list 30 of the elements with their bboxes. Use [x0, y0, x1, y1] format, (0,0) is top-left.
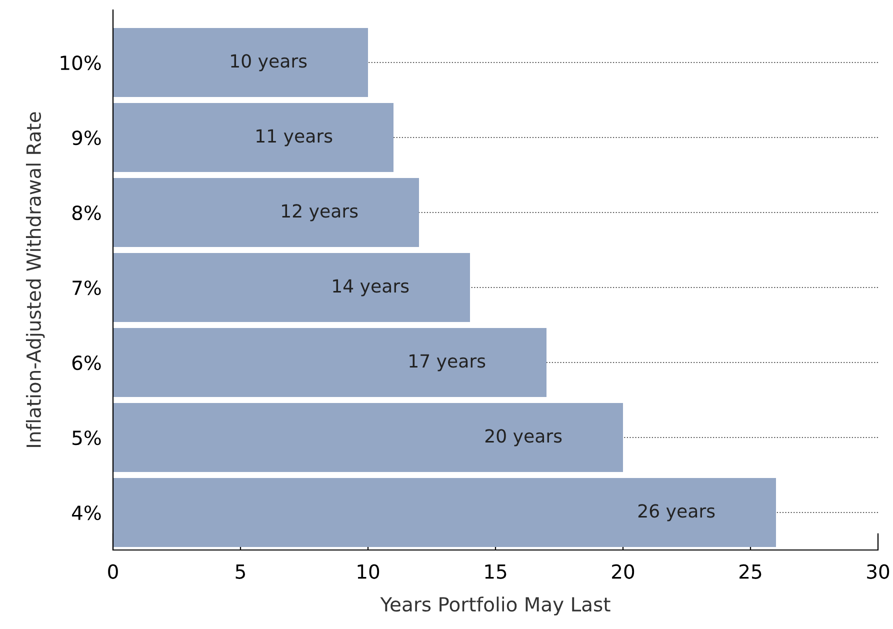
bar — [113, 103, 394, 172]
bar — [113, 328, 546, 397]
y-tick-label: 6% — [72, 355, 101, 370]
y-tick-label: 8% — [72, 205, 101, 220]
x-axis-title: Years Portfolio May Last — [380, 596, 610, 616]
data-label: 11 years — [256, 129, 332, 146]
x-tick-label: 0 — [108, 564, 118, 579]
bar — [113, 28, 368, 97]
y-axis-title: Inflation-Adjusted Withdrawal Rate — [26, 112, 45, 447]
x-tick-label: 20 — [612, 564, 634, 579]
data-label: 10 years — [231, 54, 307, 72]
x-tick-label: 25 — [740, 564, 762, 579]
bar — [113, 478, 776, 547]
x-tick-label: 30 — [867, 564, 890, 579]
y-tick-label: 7% — [72, 280, 101, 296]
data-label: 12 years — [282, 204, 358, 222]
y-tick-label: 5% — [72, 430, 101, 446]
x-tick-label: 10 — [358, 564, 380, 579]
x-tick-label: 5 — [236, 564, 245, 579]
bar — [113, 253, 470, 322]
data-label: 20 years — [485, 429, 562, 446]
x-tick-label: 15 — [485, 564, 506, 579]
data-label: 17 years — [410, 354, 486, 372]
bar — [113, 403, 623, 472]
data-label: 14 years — [333, 279, 409, 296]
y-tick-label: 4% — [72, 505, 101, 520]
data-label: 26 years — [638, 504, 715, 522]
bar — [113, 178, 419, 247]
y-tick-label: 10% — [60, 55, 101, 70]
y-tick-label: 9% — [72, 130, 101, 146]
